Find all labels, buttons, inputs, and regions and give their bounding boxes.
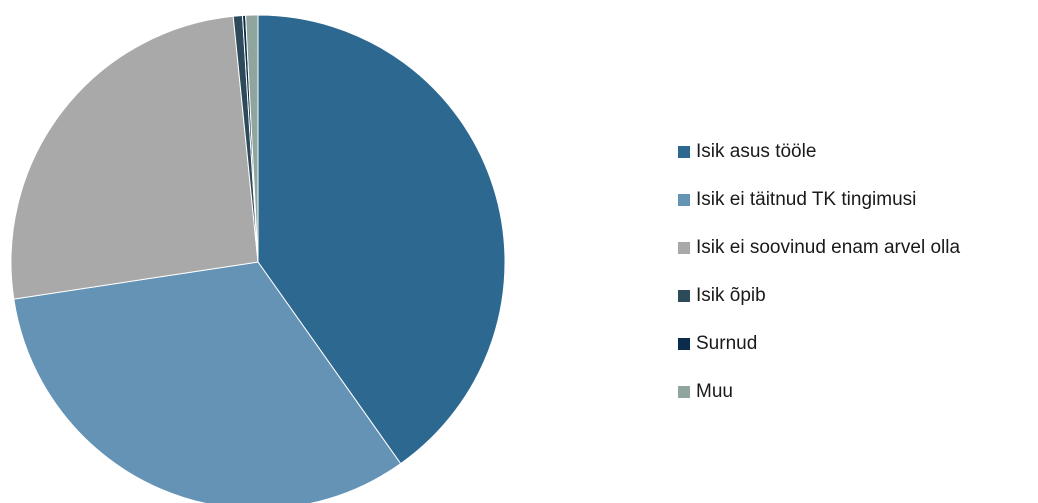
legend-label: Isik õpib	[696, 285, 766, 306]
legend-swatch	[678, 386, 690, 398]
legend-swatch	[678, 146, 690, 158]
legend-item: Isik asus tööle	[678, 128, 1033, 176]
pie-slice-0	[257, 14, 506, 465]
legend-label: Isik ei täitnud TK tingimusi	[696, 189, 917, 210]
legend-label: Isik ei soovinud enam arvel olla	[696, 237, 961, 258]
pie-slice-5	[245, 14, 259, 263]
legend-swatch	[678, 290, 690, 302]
legend-swatch	[678, 194, 690, 206]
legend-item: Surnud	[678, 320, 1033, 368]
legend: Isik asus tööle Isik ei täitnud TK tingim…	[678, 128, 1033, 416]
legend-label: Muu	[696, 381, 733, 402]
pie-chart	[10, 14, 506, 503]
legend-item: Isik õpib	[678, 272, 1033, 320]
legend-item: Isik ei täitnud TK tingimusi	[678, 176, 1033, 224]
legend-swatch	[678, 242, 690, 254]
legend-item: Muu	[678, 368, 1033, 416]
legend-label: Isik asus tööle	[696, 141, 817, 162]
legend-swatch	[678, 338, 690, 350]
pie-slice-2	[10, 15, 259, 300]
pie-slice-1	[13, 261, 402, 503]
legend-item: Isik ei soovinud enam arvel olla	[678, 224, 1033, 272]
legend-label: Surnud	[696, 333, 758, 354]
